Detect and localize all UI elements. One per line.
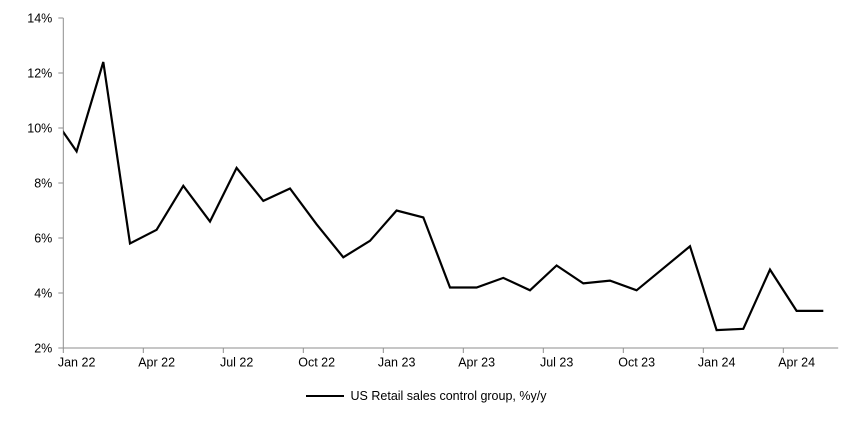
x-tick-label: Jan 24 (698, 356, 736, 370)
legend: US Retail sales control group, %y/y (0, 389, 852, 403)
series-line (63, 61, 824, 332)
y-tick-label: 12% (27, 67, 52, 81)
x-tick-label: Apr 23 (458, 356, 495, 370)
x-tick-label: Oct 22 (298, 356, 335, 370)
x-tick-label: Jul 23 (540, 356, 573, 370)
x-tick-label: Jul 22 (220, 356, 253, 370)
y-tick-label: 2% (34, 342, 52, 356)
legend-line-sample-icon (305, 395, 344, 397)
x-tick-label: Apr 22 (138, 356, 175, 370)
y-tick-label: 6% (34, 232, 52, 246)
y-tick-label: 4% (34, 287, 52, 301)
legend-label: US Retail sales control group, %y/y (350, 389, 547, 403)
y-tick-label: 8% (34, 177, 52, 191)
x-tick-label: Jan 23 (378, 356, 416, 370)
y-tick-label: 14% (27, 12, 52, 26)
x-tick-label: Oct 23 (618, 356, 655, 370)
x-tick-label: Jan 22 (58, 356, 96, 370)
x-tick-label: Apr 24 (778, 356, 815, 370)
y-tick-label: 10% (27, 122, 52, 136)
